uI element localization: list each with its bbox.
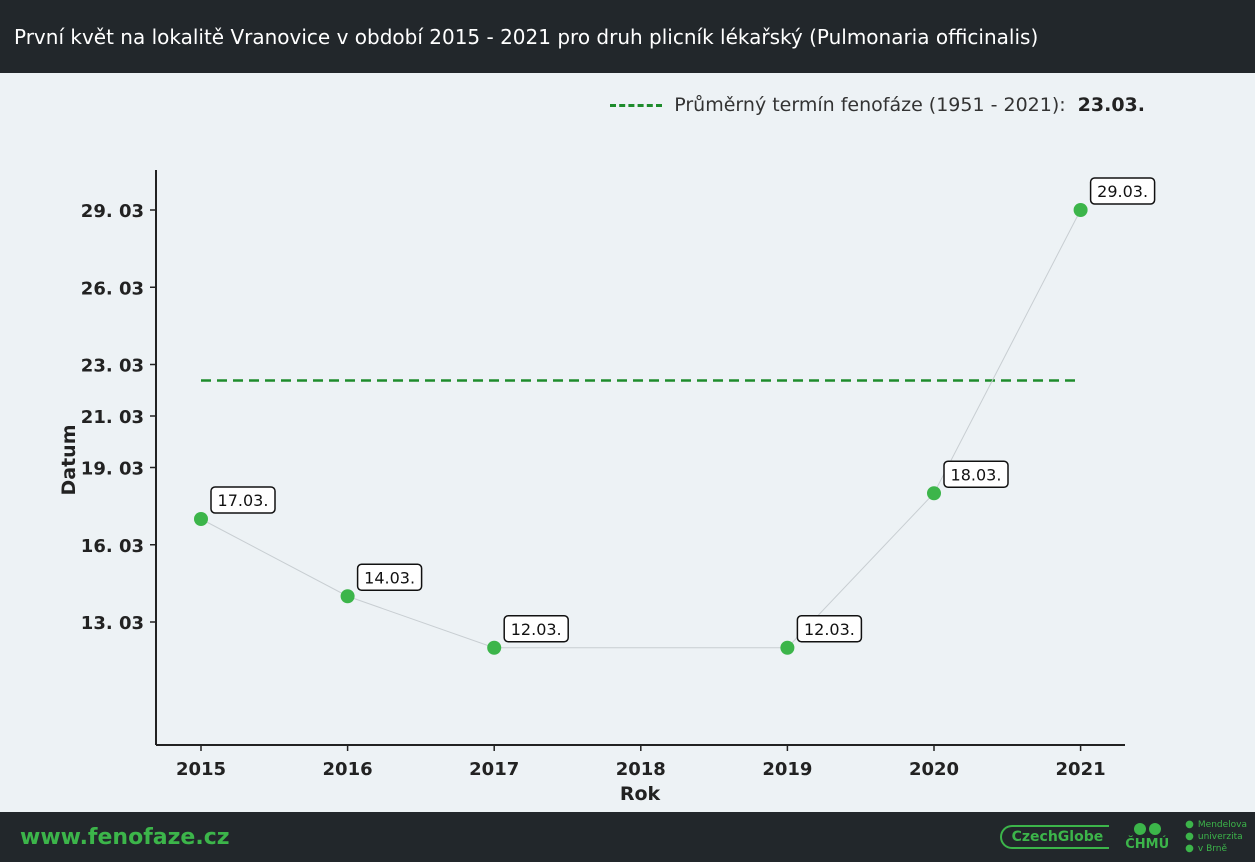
data-label: 18.03. bbox=[951, 465, 1002, 484]
data-label-box bbox=[796, 615, 863, 643]
y-tick-label: 26. 03 bbox=[81, 278, 144, 299]
legend-label: Průměrný termín fenofáze (1951 - 2021): bbox=[674, 94, 1066, 116]
y-tick-label: 13. 03 bbox=[81, 613, 144, 634]
y-tick-label: 29. 03 bbox=[81, 201, 144, 222]
data-point bbox=[487, 640, 502, 655]
legend-value: 23.03. bbox=[1077, 94, 1145, 116]
data-label: 17.03. bbox=[218, 491, 269, 510]
chmu-logo: ČHMÚ bbox=[1125, 822, 1169, 852]
x-axis-label: Rok bbox=[620, 783, 661, 805]
site-link[interactable]: www.fenofaze.cz bbox=[20, 824, 230, 850]
data-point bbox=[780, 640, 795, 655]
partner-logos: CzechGlobe ČHMÚ Mendelova univerzita v B… bbox=[999, 812, 1247, 862]
data-point bbox=[194, 512, 208, 526]
y-tick-label: 23. 03 bbox=[81, 356, 144, 377]
y-axis-label: Datum bbox=[58, 425, 80, 496]
chart-title-bar: První květ na lokalitě Vranovice v obdob… bbox=[0, 0, 1255, 73]
x-tick-label: 2021 bbox=[1056, 759, 1106, 780]
series-line bbox=[200, 209, 1082, 649]
x-tick-label: 2017 bbox=[469, 759, 519, 780]
data-label-box bbox=[1089, 177, 1156, 205]
data-label: 29.03. bbox=[1097, 182, 1148, 201]
czechglobe-logo: CzechGlobe bbox=[999, 825, 1110, 849]
data-label: 14.03. bbox=[364, 568, 415, 587]
legend-dashed-line bbox=[610, 103, 663, 107]
data-point bbox=[1073, 203, 1088, 217]
footer-bar: www.fenofaze.cz CzechGlobe ČHMÚ Mendelov… bbox=[0, 812, 1255, 862]
y-tick-label: 21. 03 bbox=[81, 407, 144, 428]
x-tick-label: 2018 bbox=[616, 759, 666, 780]
data-label-box bbox=[356, 563, 423, 591]
x-tick-label: 2015 bbox=[176, 759, 226, 780]
data-label-box bbox=[503, 615, 569, 643]
data-point bbox=[927, 486, 941, 501]
x-tick-label: 2020 bbox=[909, 759, 959, 780]
data-point bbox=[340, 589, 355, 604]
mendel-logo: Mendelova univerzita v Brně bbox=[1185, 819, 1247, 855]
data-label: 12.03. bbox=[511, 620, 562, 639]
y-tick-label: 16. 03 bbox=[81, 536, 144, 557]
x-tick-label: 2019 bbox=[762, 759, 812, 780]
data-label-box bbox=[210, 486, 276, 514]
legend: Průměrný termín fenofáze (1951 - 2021): … bbox=[610, 94, 1145, 116]
data-label: 12.03. bbox=[804, 620, 855, 639]
chart-title: První květ na lokalitě Vranovice v obdob… bbox=[14, 24, 1039, 49]
x-tick-label: 2016 bbox=[323, 759, 373, 780]
line-chart: 2015 2016 2017 2018 2019 2020 2021 13. 03 16. 03… bbox=[58, 170, 1156, 805]
data-label-box bbox=[943, 460, 1009, 488]
y-tick-label: 19. 03 bbox=[81, 459, 144, 480]
